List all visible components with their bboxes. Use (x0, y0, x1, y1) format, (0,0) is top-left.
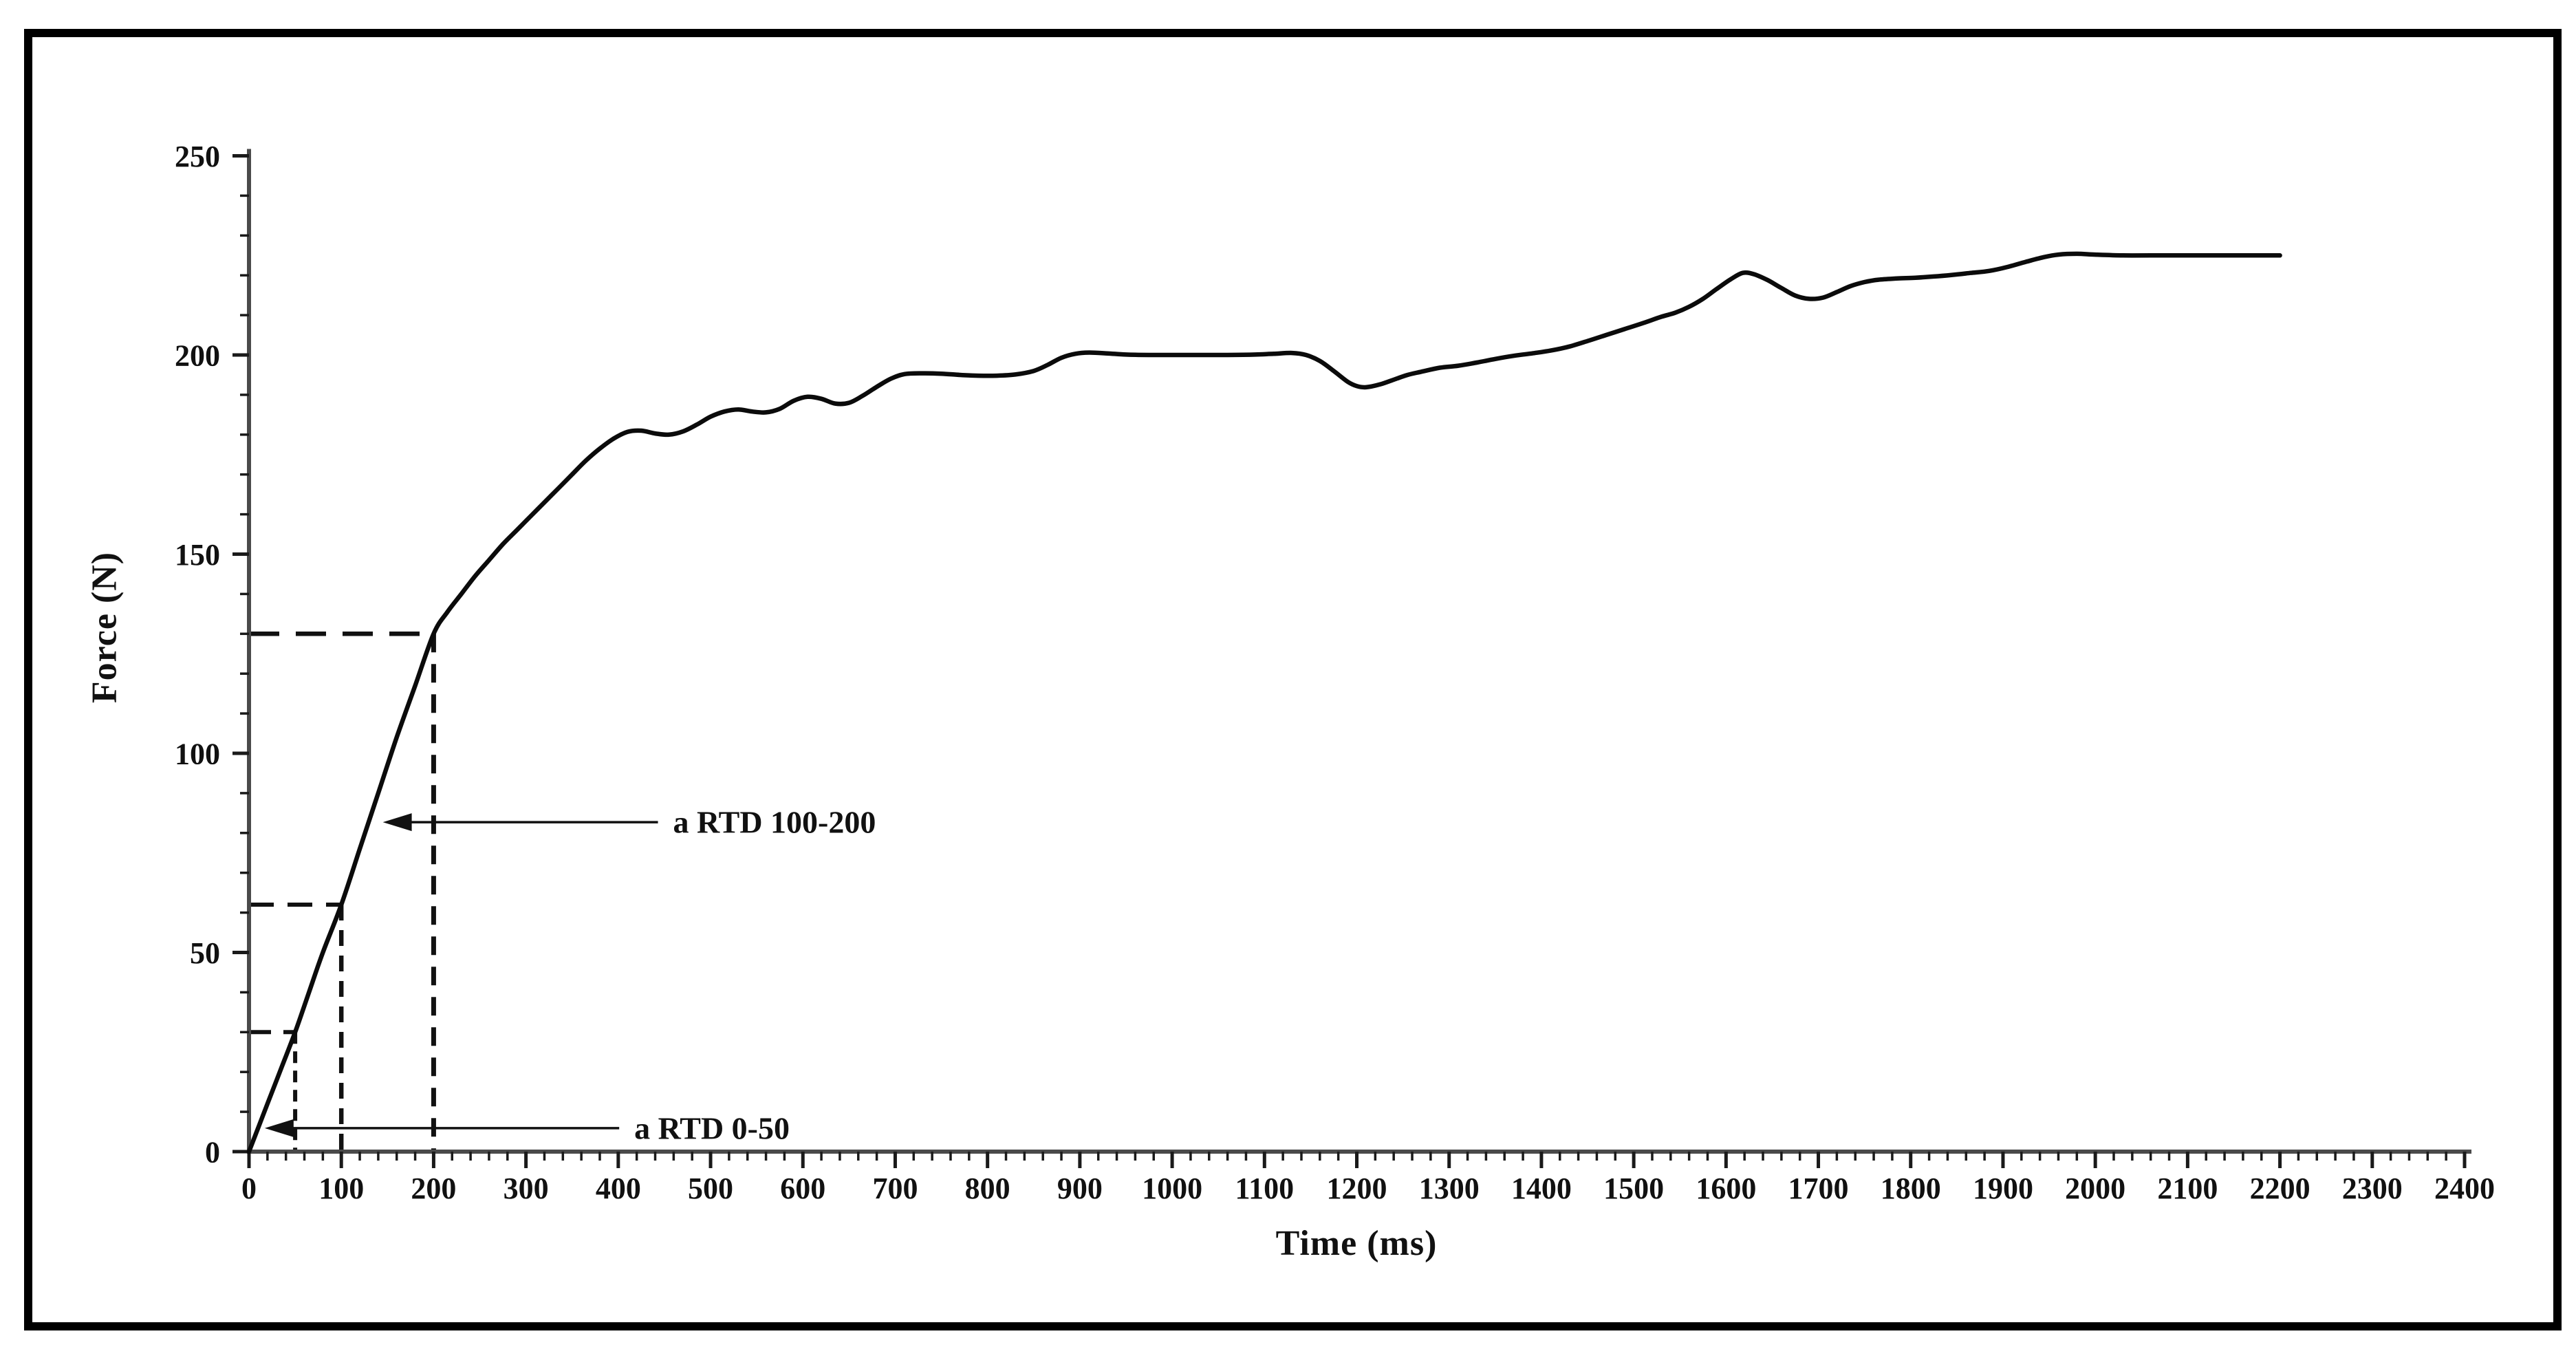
axes (247, 149, 2471, 1154)
x-tick-label: 1600 (1696, 1172, 1756, 1205)
x-tick-label: 1900 (1973, 1172, 2033, 1205)
annotation-arrows (264, 813, 658, 1137)
y-tick-label: 100 (175, 737, 220, 771)
x-tick-label: 2400 (2434, 1172, 2495, 1205)
y-tick-label: 0 (205, 1135, 220, 1169)
y-tick-label: 200 (175, 338, 220, 372)
y-axis-title: Force (N) (85, 551, 125, 704)
x-tick-label: 2100 (2157, 1172, 2218, 1205)
annotation-rtd-100-200: a RTD 100-200 (673, 804, 876, 840)
y-tick-label: 150 (175, 538, 220, 572)
x-tick-label: 700 (872, 1172, 918, 1205)
x-tick-label: 900 (1057, 1172, 1103, 1205)
arrow-head (382, 813, 412, 832)
x-tick-label: 400 (596, 1172, 641, 1205)
x-tick-label: 300 (504, 1172, 549, 1205)
x-tick-label: 600 (780, 1172, 825, 1205)
x-tick-label: 100 (318, 1172, 364, 1205)
x-tick-label: 1100 (1235, 1172, 1295, 1205)
x-tick-label: 1800 (1881, 1172, 1941, 1205)
figure-frame (24, 29, 2562, 1330)
x-axis-title: Time (ms) (1275, 1224, 1438, 1263)
annotation-rtd-0-50: a RTD 0-50 (634, 1110, 790, 1146)
axis-ticks (232, 154, 2467, 1168)
x-tick-label: 1000 (1142, 1172, 1202, 1205)
x-tick-label: 2300 (2342, 1172, 2403, 1205)
x-tick-label: 1500 (1603, 1172, 1664, 1205)
axis-tick-labels: 0 100 200 300 400 500 600 700 800 900 1000 1100 1200… (175, 140, 2495, 1205)
y-tick-label: 250 (175, 140, 220, 173)
x-tick-label: 1700 (1788, 1172, 1849, 1205)
data-series (246, 251, 2282, 1154)
x-tick-label: 1300 (1419, 1172, 1480, 1205)
x-tick-label: 2200 (2250, 1172, 2310, 1205)
arrow-head (264, 1119, 294, 1137)
x-tick-label: 2000 (2065, 1172, 2125, 1205)
x-tick-label: 0 (241, 1172, 257, 1205)
force-curve (246, 251, 2282, 1154)
x-tick-label: 800 (965, 1172, 1010, 1205)
x-tick-label: 1400 (1511, 1172, 1572, 1205)
x-tick-label: 1200 (1327, 1172, 1387, 1205)
guide-lines (249, 632, 436, 1152)
x-tick-label: 200 (411, 1172, 456, 1205)
x-tick-label: 500 (688, 1172, 733, 1205)
y-tick-label: 50 (190, 936, 220, 970)
